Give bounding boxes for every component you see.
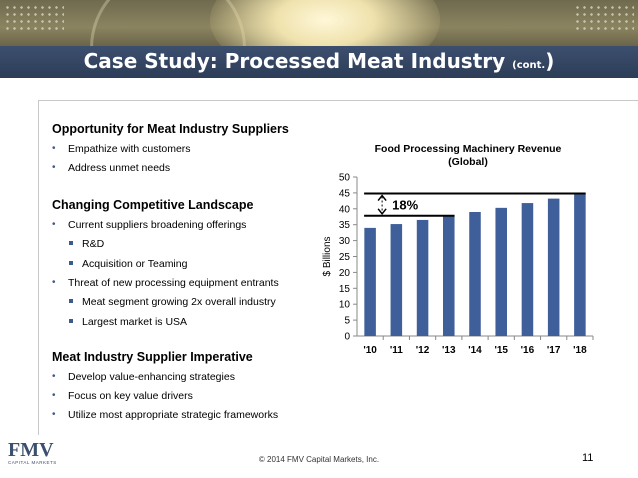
- growth-annotation: 18%: [392, 198, 418, 213]
- bullet-square-icon: [69, 260, 73, 265]
- arrow-up-icon: [377, 194, 387, 202]
- y-tick-label: 30: [339, 236, 351, 247]
- bullet-text: Focus on key value drivers: [68, 390, 193, 402]
- arrow-down-icon: [377, 208, 387, 215]
- bullet-item: • Current suppliers broadening offerings: [52, 219, 247, 231]
- y-tick-label: 45: [339, 188, 351, 199]
- y-tick-label: 50: [339, 173, 351, 184]
- x-tick-label: '18: [573, 345, 587, 356]
- y-tick-label: 20: [339, 268, 351, 279]
- company-logo: FMV CAPITAL MARKETS: [8, 440, 58, 470]
- chart-title: Food Processing Machinery Revenue: [375, 143, 562, 155]
- bullet-item: • Utilize most appropriate strategic fram…: [52, 409, 279, 421]
- bullet-text: R&D: [82, 238, 105, 251]
- logo-mark: FMV: [8, 439, 54, 461]
- bullet-item: • Develop value-enhancing strategies: [52, 371, 235, 383]
- bullet-square-icon: [69, 299, 73, 304]
- bullet-text: Threat of new processing equipment entra…: [68, 276, 279, 289]
- y-tick-label: 5: [344, 316, 350, 327]
- logo-subtitle: CAPITAL MARKETS: [8, 460, 57, 465]
- bullet-dot-icon: •: [52, 276, 56, 288]
- bullet-text: Meat segment growing 2x overall industry: [82, 296, 276, 309]
- bullet-item: R&D: [69, 238, 105, 251]
- bar-14: [469, 211, 481, 336]
- y-tick-label: 40: [339, 204, 351, 215]
- header-banner: [0, 0, 638, 78]
- x-tick-label: '10: [363, 345, 377, 356]
- x-tick-label: '17: [547, 345, 561, 356]
- content-top-rule: [38, 100, 638, 101]
- y-tick-label: 0: [344, 332, 350, 343]
- revenue-bar-chart: Food Processing Machinery Revenue(Global…: [322, 143, 594, 356]
- bullet-dot-icon: •: [52, 390, 56, 401]
- bar-18: [574, 193, 586, 336]
- bullet-square-icon: [69, 241, 73, 246]
- bullet-text: Address unmet needs: [68, 162, 171, 174]
- title-close: ): [545, 49, 555, 73]
- x-tick-label: '12: [416, 345, 430, 356]
- bullet-text: Current suppliers broadening offerings: [68, 219, 247, 231]
- x-tick-label: '14: [468, 345, 482, 356]
- content-left-rule: [38, 100, 39, 435]
- y-tick-label: 15: [339, 284, 351, 295]
- bullet-dot-icon: •: [52, 219, 56, 230]
- y-axis-label: $ Billions: [322, 236, 333, 276]
- bullet-dot-icon: •: [52, 371, 56, 382]
- bullet-dot-icon: •: [52, 409, 56, 420]
- title-suffix: (cont.: [512, 60, 546, 71]
- bullet-item: • Address unmet needs: [52, 162, 171, 174]
- page-title: Case Study: Processed Meat Industry (con…: [0, 49, 638, 73]
- x-tick-label: '15: [494, 345, 508, 356]
- bullet-item: Meat segment growing 2x overall industry: [69, 296, 276, 309]
- dot-pattern-left: [4, 4, 64, 34]
- y-tick-label: 35: [339, 220, 351, 231]
- chart-subtitle: (Global): [448, 156, 488, 168]
- bar-12: [416, 219, 429, 336]
- bullet-text: Largest market is USA: [82, 315, 188, 328]
- page-number: 11: [582, 452, 594, 464]
- bar-16: [521, 203, 534, 336]
- bar-17: [547, 198, 560, 336]
- y-tick-label: 25: [339, 252, 351, 263]
- bullet-text: Acquisition or Teaming: [82, 257, 188, 270]
- x-tick-label: '16: [521, 345, 535, 356]
- bar-11: [390, 224, 403, 336]
- bullet-dot-icon: •: [52, 162, 56, 173]
- section-heading: Opportunity for Meat Industry Suppliers: [52, 122, 289, 136]
- dot-pattern-right: [574, 4, 634, 34]
- bar-15: [495, 207, 507, 336]
- x-tick-label: '11: [390, 345, 403, 356]
- bullet-dot-icon: •: [52, 143, 56, 154]
- bullet-item: Largest market is USA: [69, 315, 188, 328]
- bullet-text: Develop value-enhancing strategies: [68, 371, 235, 383]
- title-bar: [0, 46, 638, 78]
- bullet-item: Acquisition or Teaming: [69, 257, 188, 270]
- x-tick-label: '13: [442, 345, 456, 356]
- section-heading: Meat Industry Supplier Imperative: [52, 350, 253, 364]
- bullet-item: • Empathize with customers: [52, 143, 191, 155]
- section-heading: Changing Competitive Landscape: [52, 198, 254, 212]
- y-tick-label: 10: [339, 300, 351, 311]
- bullet-text: Utilize most appropriate strategic frame…: [68, 409, 279, 421]
- bar-10: [364, 227, 376, 336]
- bullet-item: • Focus on key value drivers: [52, 390, 193, 402]
- bar-13: [443, 215, 455, 336]
- page-title-text: Case Study: Processed Meat Industry: [83, 49, 506, 73]
- bullet-item: • Threat of new processing equipment entr…: [52, 276, 279, 289]
- copyright-footer: © 2014 FMV Capital Markets, Inc.: [258, 455, 380, 464]
- bullet-square-icon: [69, 318, 73, 323]
- bullet-text: Empathize with customers: [68, 143, 191, 155]
